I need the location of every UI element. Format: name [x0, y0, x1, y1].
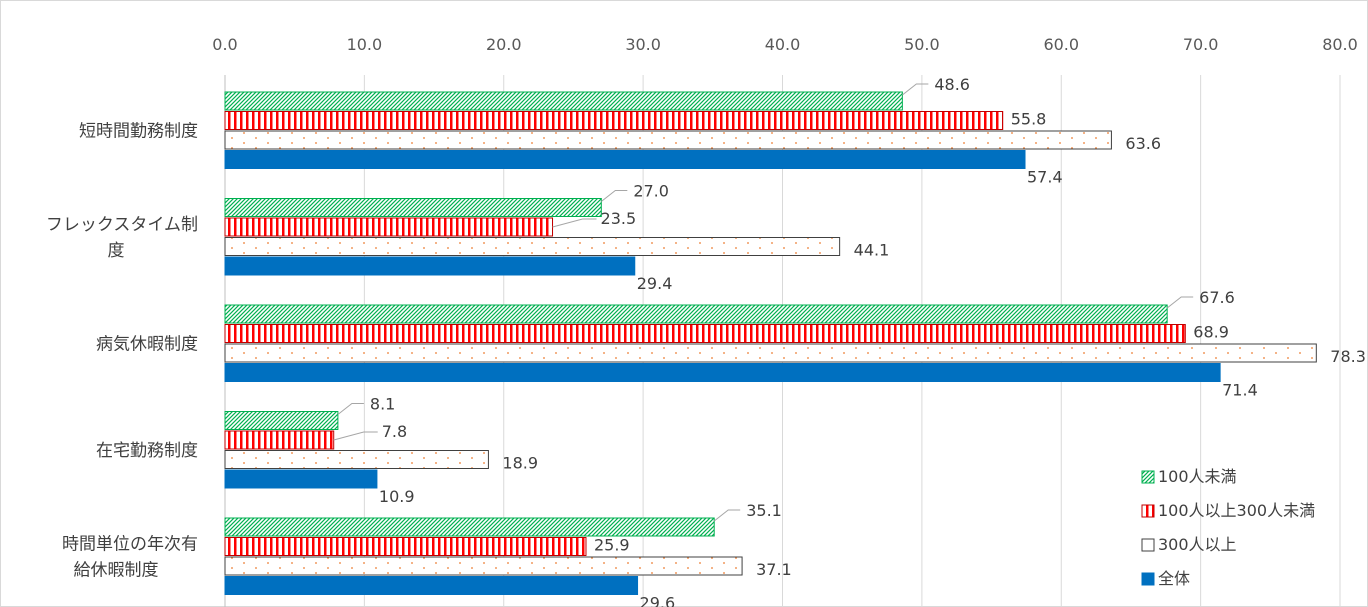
leader-line — [902, 83, 929, 96]
legend-swatch — [1141, 504, 1155, 518]
x-tick-label: 60.0 — [1043, 35, 1079, 54]
data-label: 71.4 — [1222, 381, 1258, 400]
leader-line — [1166, 296, 1194, 309]
data-label: 37.1 — [756, 560, 792, 579]
data-label: 27.0 — [633, 182, 669, 201]
legend-label: 300人以上 — [1158, 535, 1237, 554]
data-label: 18.9 — [502, 454, 538, 473]
bar-3 — [224, 130, 1112, 150]
leader-line — [337, 403, 364, 415]
legend-label: 100人未満 — [1158, 467, 1237, 486]
bar-1 — [224, 91, 903, 111]
bar-4 — [224, 576, 639, 595]
data-label: 57.4 — [1027, 168, 1063, 187]
x-tick-label: 40.0 — [765, 35, 801, 54]
leader-line — [333, 431, 378, 441]
legend-label: 全体 — [1158, 569, 1190, 588]
x-tick-label: 10.0 — [347, 35, 383, 54]
data-label: 68.9 — [1193, 323, 1229, 342]
x-tick-label: 0.0 — [212, 35, 237, 54]
data-label: 67.6 — [1199, 288, 1235, 307]
data-label: 29.4 — [637, 274, 673, 293]
bar-4 — [224, 363, 1221, 382]
x-tick-label: 80.0 — [1322, 35, 1358, 54]
category-label: 病気休暇制度 — [96, 334, 198, 354]
data-label: 29.6 — [640, 594, 676, 607]
x-tick-label: 20.0 — [486, 35, 522, 54]
x-tick-label: 50.0 — [904, 35, 940, 54]
leader-line — [552, 218, 597, 228]
data-label: 35.1 — [746, 501, 782, 520]
bar-1 — [224, 304, 1168, 324]
bar-4 — [224, 256, 636, 276]
bar-1 — [224, 411, 339, 430]
bar-2 — [224, 111, 1004, 130]
x-tick-label: 30.0 — [625, 35, 661, 54]
category-label: 度 — [108, 241, 125, 261]
bar-2 — [224, 324, 1186, 343]
legend-label: 100人以上300人未満 — [1158, 501, 1315, 520]
bar-2 — [224, 430, 335, 450]
data-label: 8.1 — [370, 395, 395, 414]
bar-3 — [224, 343, 1317, 363]
leader-line — [713, 509, 741, 522]
bar-2 — [224, 537, 587, 556]
bar-4 — [224, 469, 378, 489]
bar-4 — [224, 150, 1026, 169]
category-label: 給休暇制度 — [74, 560, 159, 580]
legend-swatch — [1141, 538, 1155, 552]
data-label: 7.8 — [382, 422, 407, 441]
bar-3 — [224, 237, 841, 256]
leader-line — [601, 190, 628, 202]
data-label: 23.5 — [601, 209, 637, 228]
data-label: 55.8 — [1011, 110, 1047, 129]
category-label: 時間単位の年次有 — [62, 534, 198, 554]
bar-1 — [224, 198, 602, 217]
bar-3 — [224, 450, 489, 469]
category-label: 短時間勤務制度 — [79, 121, 198, 141]
legend-swatch — [1141, 470, 1155, 484]
category-label: フレックスタイム制 — [46, 215, 198, 235]
data-label: 48.6 — [934, 75, 970, 94]
bar-1 — [224, 517, 715, 537]
bar-3 — [224, 556, 743, 576]
data-label: 44.1 — [854, 241, 890, 260]
data-label: 25.9 — [594, 536, 630, 555]
bar-2 — [224, 217, 554, 237]
data-label: 10.9 — [379, 487, 415, 506]
x-tick-label: 70.0 — [1183, 35, 1219, 54]
data-label: 63.6 — [1125, 134, 1161, 153]
legend-swatch — [1141, 572, 1155, 586]
data-label: 78.3 — [1330, 347, 1366, 366]
category-label: 在宅勤務制度 — [96, 441, 198, 461]
